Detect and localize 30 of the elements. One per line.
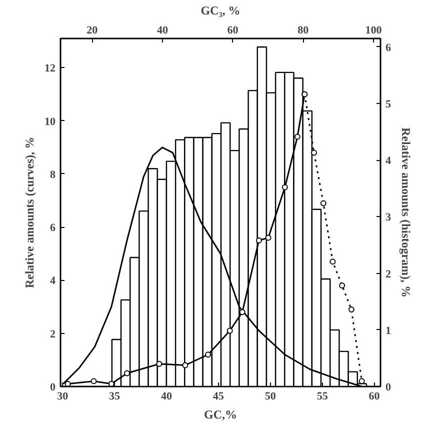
x2-tick-label: 20 <box>86 24 98 36</box>
x-tick-label: 55 <box>316 390 328 402</box>
y-tick-label: 8 <box>50 168 56 181</box>
x-tick-label: 50 <box>264 390 276 402</box>
y-tick-label: 0 <box>50 382 56 394</box>
x-tick-label: 45 <box>212 390 224 402</box>
y-tick-label: 2 <box>50 328 56 340</box>
x2-tick-label: 100 <box>365 24 382 36</box>
y-tick-label: 12 <box>44 62 56 75</box>
y-tick-label: 6 <box>50 222 56 234</box>
y2-tick-label: 5 <box>386 98 392 111</box>
x2-tick-label: 40 <box>156 24 168 36</box>
x2-tick-label: 80 <box>298 24 310 36</box>
y-axis-title: Relative amounts (curves), % <box>22 136 36 288</box>
y2-tick-label: 3 <box>386 212 392 224</box>
y2-tick-label: 6 <box>386 42 392 54</box>
y2-axis-title: Relative amounts (histogram), % <box>399 128 413 298</box>
x-tick-label: 30 <box>57 390 69 402</box>
x-tick-label: 60 <box>368 390 380 402</box>
y2-tick-label: 2 <box>386 268 392 280</box>
x2-axis-title: GC₃, % <box>200 4 240 18</box>
y2-tick-label: 1 <box>386 324 391 337</box>
x-tick-label: 35 <box>109 390 121 402</box>
x-axis-title: GC,% <box>204 408 237 422</box>
y2-tick-label: 0 <box>386 382 392 394</box>
x2-tick-label: 60 <box>227 24 239 36</box>
y2-tick-label: 4 <box>386 155 392 168</box>
y-tick-label: 10 <box>44 116 56 128</box>
x-tick-label: 40 <box>160 390 172 402</box>
y-tick-label: 4 <box>50 275 56 288</box>
